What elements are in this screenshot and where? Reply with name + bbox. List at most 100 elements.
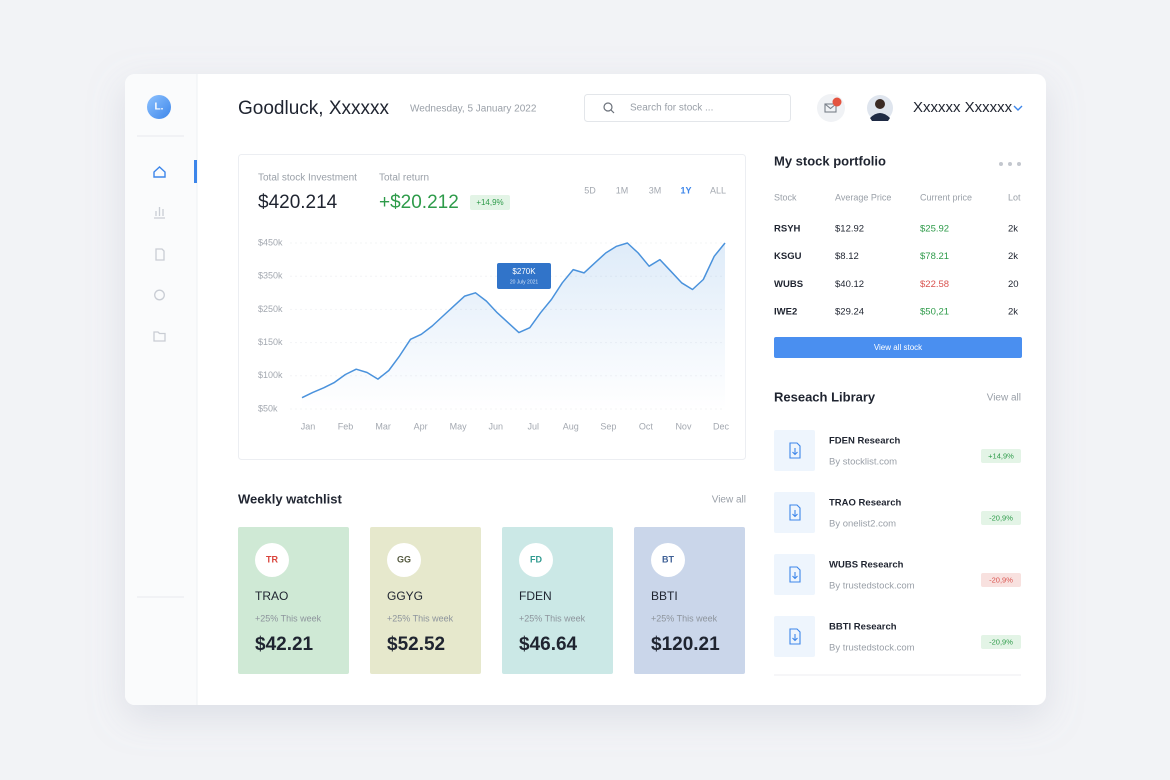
circle-icon[interactable] [154,289,165,301]
watch-badge [651,543,685,577]
cell-lot: 2k [1008,224,1018,235]
research-badge [981,635,1021,649]
mail-icon-flap [824,103,837,110]
x-tick-label: Jan [301,421,316,431]
view-all-stock-button[interactable] [774,337,1022,358]
cell-stock: WUBS [774,279,803,290]
active-indicator [194,160,197,183]
research-change: -20,9% [989,575,1013,584]
y-tick-label: $450k [258,237,283,247]
avatar-head [875,99,885,109]
y-tick-label: $150k [258,337,283,347]
menu-dot[interactable] [1017,162,1021,166]
x-tick-label: Mar [375,421,391,431]
research-badge [981,511,1021,525]
watch-badge [387,543,421,577]
logo-text: L. [155,102,164,113]
user-name[interactable]: Xxxxxx Xxxxxx [913,99,1013,116]
date: Wednesday, 5 January 2022 [410,104,537,115]
watch-name: FDEN [519,589,552,603]
research-title[interactable]: BBTI Research [829,622,897,633]
research-change: +14,9% [988,451,1014,460]
research-icon [789,628,801,645]
research-change: -20,9% [989,637,1013,646]
x-tick-label: Jun [488,421,503,431]
line [301,242,726,399]
x-tick-label: Jul [528,421,540,431]
cell-current-price: $50,21 [920,307,949,318]
cell-average-price: $12.92 [835,224,864,235]
period-button[interactable]: 5D [584,185,596,195]
research-source: By onelist2.com [829,519,896,530]
watch-name: GGYG [387,589,423,603]
research-icon [789,566,801,583]
cell-lot: 20 [1008,279,1019,290]
menu-dot[interactable] [999,162,1003,166]
return-change: +14,9% [476,198,503,207]
x-tick-label: Sep [600,421,616,431]
watchlist-view-all[interactable]: View all [712,495,746,506]
tooltip [497,263,551,289]
period-button[interactable]: ALL [710,185,726,195]
menu-dot[interactable] [1008,162,1012,166]
cell-average-price: $8.12 [835,251,859,262]
watch-price: $42.21 [255,634,314,655]
research-view-all[interactable]: View all [987,393,1021,404]
watch-price: $52.52 [387,634,445,655]
cell-current-price: $78.21 [920,251,949,262]
greeting: Goodluck, Xxxxxx [238,98,389,119]
watch-change: +25% This week [651,613,718,623]
research-title[interactable]: FDEN Research [829,436,900,447]
mail-icon [824,103,837,113]
return-badge [470,195,510,210]
column-header: Average Price [835,192,891,202]
period-button[interactable]: 3M [649,185,662,195]
research-source: By trustedstock.com [829,581,915,592]
period-button[interactable]: 1M [616,185,629,195]
search-box[interactable] [584,94,791,122]
research-badge [981,449,1021,463]
x-tick-label: Apr [414,421,428,431]
column-header: Lot [1008,192,1021,202]
portfolio-title: My stock portfolio [774,153,886,168]
research-badge [981,573,1021,587]
view-all-stock-label: View all stock [874,343,923,352]
avatar-body [870,113,890,121]
search-placeholder: Search for stock ... [630,103,713,114]
return-label: Total return [379,173,429,184]
document-icon[interactable] [155,248,165,261]
cell-lot: 2k [1008,307,1018,318]
period-button[interactable]: 1Y [680,185,691,195]
watch-name: BBTI [651,589,678,603]
search-icon [603,102,613,112]
area [302,243,725,409]
chart-icon[interactable] [154,207,165,219]
cell-stock: RSYH [774,224,801,235]
research-title[interactable]: TRAO Research [829,498,902,509]
home-icon[interactable] [153,166,166,178]
folder-icon[interactable] [153,331,166,342]
y-tick-label: $50k [258,403,278,413]
research-source: By stocklist.com [829,457,897,468]
research-title: Reseach Library [774,389,876,404]
watch-price: $120.21 [651,634,720,655]
research-change: -20,9% [989,513,1013,522]
x-tick-label: May [450,421,468,431]
cell-average-price: $40.12 [835,279,864,290]
x-tick-label: Aug [563,421,579,431]
y-tick-label: $250k [258,304,283,314]
research-title[interactable]: WUBS Research [829,560,904,571]
watch-code: GG [397,554,411,564]
user-menu-chevron[interactable] [1013,105,1023,111]
cell-stock: KSGU [774,251,802,262]
research-icon [789,504,801,521]
x-tick-label: Nov [675,421,692,431]
y-tick-label: $350k [258,271,283,281]
cell-stock: IWE2 [774,307,797,318]
cell-lot: 2k [1008,251,1018,262]
watch-change: +25% This week [255,613,322,623]
logo[interactable] [147,95,171,119]
x-tick-label: Dec [713,421,730,431]
cell-average-price: $29.24 [835,307,864,318]
search-icon-handle [610,109,615,114]
